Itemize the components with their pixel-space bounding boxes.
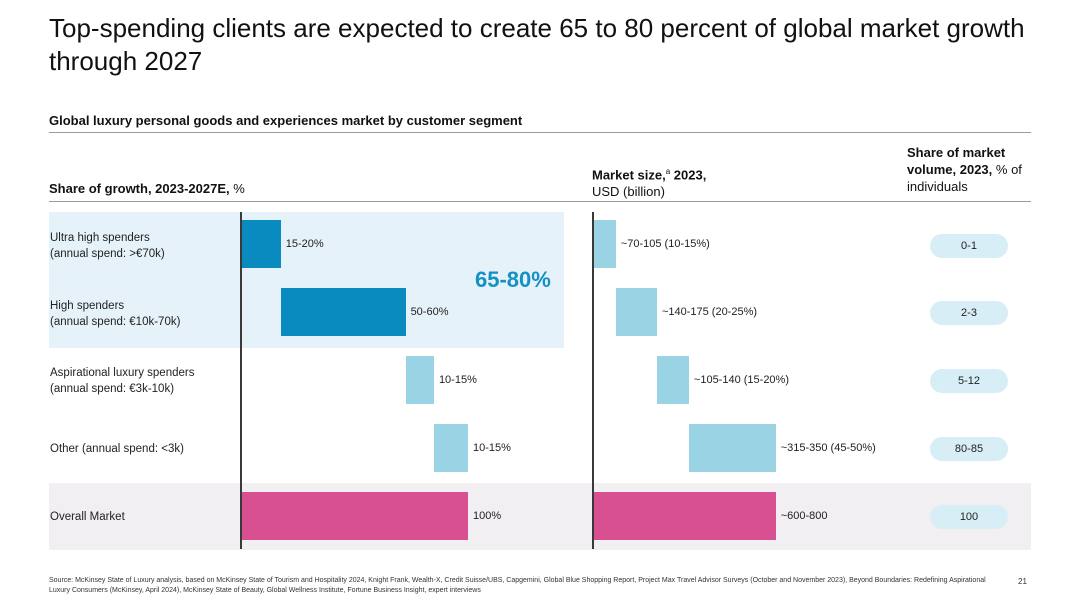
market-value-label: ~105-140 (15-20%) [693,374,789,386]
header-rule [49,201,1031,202]
growth-bar-other [433,424,468,472]
market-column-header: Market size,a 2023, USD (billion) [592,167,707,200]
source-footnote: Source: McKinsey State of Luxury analysi… [49,577,986,594]
market-bar-aspirational [656,356,689,404]
market-value-label: ~600-800 [780,510,828,522]
segment-label: High spenders (annual spend: €10k-70k) [50,300,181,328]
volume-pill: 80-85 [930,437,1008,461]
market-value-label: ~70-105 (10-15%) [620,238,710,250]
volume-pill: 0-1 [930,234,1008,258]
market-value-label: ~315-350 (45-50%) [780,442,876,454]
growth-value-label: 15-20% [285,238,324,250]
market-bar-other [688,424,776,472]
growth-bar-overall [241,492,468,540]
page-title: Top-spending clients are expected to cre… [49,13,1025,76]
market-bar-ultra-high [593,220,616,268]
growth-value-label: 10-15% [473,442,511,454]
growth-column-header: Share of growth, 2023-2027E, % [49,181,245,196]
segment-label: Ultra high spenders (annual spend: >€70k) [50,232,165,260]
market-axis [592,212,594,549]
segment-label: Other (annual spend: <3k) [50,443,184,455]
segment-label: Aspirational luxury spenders (annual spen… [50,367,195,395]
growth-bar-ultra-high [241,220,281,268]
growth-value-label: 50-60% [410,306,449,318]
growth-axis [240,212,242,549]
page-number: 21 [1018,577,1027,586]
chart-subtitle: Global luxury personal goods and experie… [49,113,523,128]
market-bar-overall [593,492,776,540]
market-bar-high [615,288,657,336]
top-rule [49,132,1031,133]
volume-column-header: Share of market volume, 2023, % of indiv… [907,145,1022,194]
growth-value-label: 10-15% [438,374,477,386]
overall-market-band [49,483,1031,550]
volume-pill: 5-12 [930,369,1008,393]
growth-bar-aspirational [405,356,434,404]
growth-bar-high [280,288,406,336]
market-value-label: ~140-175 (20-25%) [661,306,758,318]
top-spenders-share-label: 65-80% [475,267,551,292]
volume-pill: 2-3 [930,301,1008,325]
volume-pill: 100 [930,505,1008,529]
growth-value-label: 100% [473,510,502,522]
segment-label: Overall Market [50,511,125,523]
